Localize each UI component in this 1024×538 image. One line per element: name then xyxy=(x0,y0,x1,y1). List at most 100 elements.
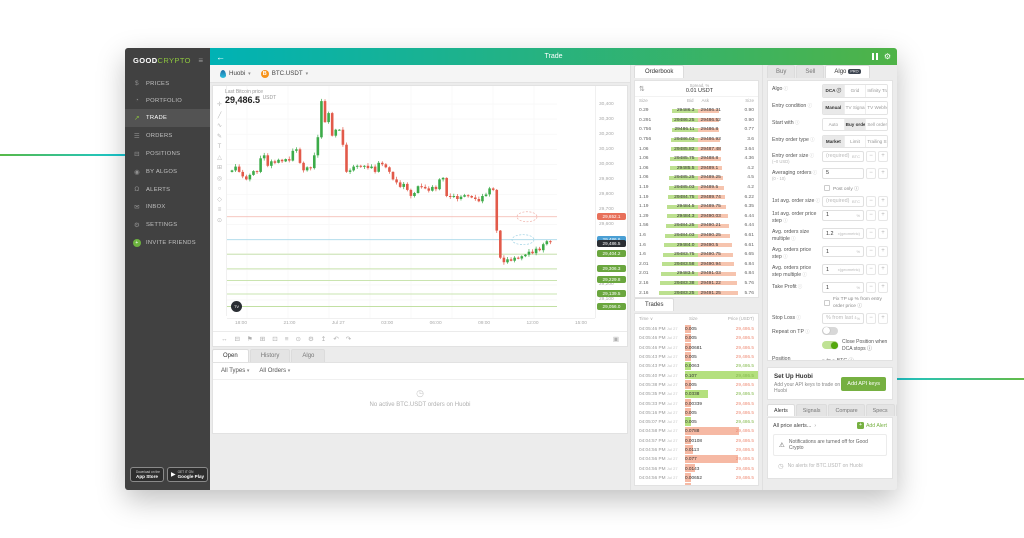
price-axis[interactable]: 30,400 30,300 30,200 30,100 30,000 29,900 29,8… xyxy=(595,86,627,318)
trade-row[interactable]: 04:05:46 PM Jul 27 0.005 29,486.5 xyxy=(639,324,754,333)
trade-row[interactable]: 04:04:55 PM Jul 270.0086129,486.5 xyxy=(635,482,758,485)
orderbook-row[interactable]: 1.06 29485.75 29488.8 4.36 xyxy=(639,156,754,162)
orderbook-row[interactable]: 1.6 29483.75 29490.75 6.65 xyxy=(639,252,754,258)
magnet-icon[interactable]: ⊙ xyxy=(216,217,223,224)
option-market[interactable]: Market xyxy=(823,135,845,147)
option-trailing-stop[interactable]: Trailing Stop xyxy=(866,135,887,147)
input-take-profit[interactable]: 1% xyxy=(822,282,864,294)
input-avg-orders-price-step-multiple[interactable]: 1 x(geometric) xyxy=(822,264,864,276)
trade-row[interactable]: 04:05:46 PM Jul 27 0.00681 29,486.5 xyxy=(639,343,754,352)
option-tv-webhook[interactable]: TV Webhook ⓘ xyxy=(866,102,887,115)
ellipse-icon[interactable]: ○ xyxy=(217,186,222,192)
orderbook-row[interactable]: 0.29 29486.3 29486.31 0.90 xyxy=(639,108,754,114)
tab-algo[interactable]: Algo PRO xyxy=(825,65,870,78)
indicators-icon[interactable]: ≡ xyxy=(284,335,289,343)
shapes-icon[interactable]: ⊞ xyxy=(216,165,223,171)
compare-icon[interactable]: ⊡ xyxy=(272,336,278,343)
draw-icon[interactable]: ✎ xyxy=(216,133,223,140)
orderbook-row[interactable]: 2.01 29483.58 29490.94 6.84 xyxy=(639,261,754,267)
decrement-button[interactable]: − xyxy=(866,282,876,294)
tab-alerts[interactable]: Alerts xyxy=(767,404,795,416)
decrement-button[interactable]: − xyxy=(866,150,876,162)
app-store-badge[interactable]: Download on the App Store xyxy=(130,466,164,482)
sidebar-item-trade[interactable]: ↗ TRADE xyxy=(125,109,210,127)
sidebar-item-prices[interactable]: $ PRICES xyxy=(125,75,210,92)
redo-icon[interactable]: ↷ xyxy=(345,336,352,343)
menu-icon[interactable]: ≡ xyxy=(198,55,203,65)
trade-row[interactable]: 04:04:58 PM Jul 27 0.0788 29,486.5 xyxy=(639,426,754,436)
trade-row[interactable]: 04:05:16 PM Jul 27 0.005 29,486.5 xyxy=(639,408,754,417)
option-manual[interactable]: Manual xyxy=(823,102,845,115)
toggle-repeat-on-tp[interactable] xyxy=(822,326,838,335)
increment-button[interactable]: + xyxy=(878,209,888,221)
pan-icon[interactable]: ↔ xyxy=(221,335,228,343)
input--st-avg-order-size[interactable]: (required) BTC xyxy=(822,195,864,207)
trade-row[interactable]: 04:04:57 PM Jul 27 0.00108 29,486.5 xyxy=(639,436,754,445)
trade-row[interactable]: 04:04:56 PM Jul 27 0.0113 29,486.5 xyxy=(639,445,754,454)
tab-history[interactable]: History xyxy=(249,349,291,362)
fullscreen-icon[interactable]: ▣ xyxy=(612,336,619,343)
tab-coin[interactable]: Coin xyxy=(895,404,897,416)
sidebar-item-orders[interactable]: ☰ ORDERS xyxy=(133,133,173,140)
increment-button[interactable]: + xyxy=(878,264,888,276)
trade-row[interactable]: 04:05:38 PM Jul 27 0.005 29,486.5 xyxy=(639,380,754,389)
decrement-button[interactable]: − xyxy=(866,195,876,207)
notifications-notice[interactable]: ⚠ Notifications are turned off for Good … xyxy=(773,434,887,456)
google-play-badge[interactable]: ▶ GET IT ON Google Play xyxy=(166,466,209,482)
option-dca[interactable]: DCA ⓘ xyxy=(823,85,845,97)
increment-button[interactable]: + xyxy=(878,282,888,294)
orderbook-row[interactable]: 1.6 29484.03 29490.25 6.61 xyxy=(639,233,754,239)
tab-orderbook[interactable]: Orderbook xyxy=(634,65,685,78)
tab-specs[interactable]: Specs xyxy=(865,404,895,416)
option-auto[interactable]: Auto xyxy=(823,119,845,131)
publish-icon[interactable]: ↥ xyxy=(320,336,327,343)
tab-sell[interactable]: Sell xyxy=(796,65,825,78)
orderbook-row[interactable]: 1.06 29485.82 29487.48 3.64 xyxy=(639,146,754,152)
time-axis[interactable]: 18:00 21:00 Jul 27 03:00 06:00 09:00 12:00 15:0… xyxy=(227,318,595,330)
orderbook-row[interactable]: 2.16 29483.38 29491.22 5.76 xyxy=(639,280,754,286)
all-price-alerts-link[interactable]: All price alerts... xyxy=(773,422,812,429)
candle-style-icon[interactable]: ⊟ xyxy=(234,336,240,343)
sidebar-item-portfolio[interactable]: ◔ PORTFOLIO xyxy=(134,97,183,104)
input-averaging-orders[interactable]: 5 xyxy=(822,167,864,179)
input-avg-orders-size-multiple[interactable]: 1.2 x(geometric) xyxy=(822,228,864,240)
orderbook-row[interactable]: 1.06 29485.25 29489.25 4.5 xyxy=(639,175,754,181)
orderbook-row[interactable]: 1.6 29484.0 29490.5 6.61 xyxy=(639,242,754,248)
candlestick-chart[interactable] xyxy=(227,86,557,318)
input-entry-order-size[interactable]: (required) BTC xyxy=(822,150,864,162)
trade-row[interactable]: 04:05:46 PM Jul 27 0.005 29,486.5 xyxy=(639,333,754,343)
orderbook-row[interactable]: 1.29 29484.3 29490.03 6.44 xyxy=(639,213,754,219)
trades-column-header[interactable]: Time ∨ xyxy=(639,316,654,321)
trade-row[interactable]: 04:04:56 PM Jul 27 0.00652 29,486.5 xyxy=(639,473,754,482)
snapshot-icon[interactable]: ⊙ xyxy=(295,336,301,343)
decrement-button[interactable]: − xyxy=(866,312,876,324)
add-api-keys-button[interactable]: Add API keys xyxy=(841,376,886,391)
trade-row[interactable]: 04:04:56 PM Jul 27 0.077 29,486.5 xyxy=(639,454,754,463)
tab-compare[interactable]: Compare xyxy=(828,404,865,416)
sidebar-item-invite-friends[interactable]: + INVITE FRIENDS xyxy=(125,234,210,252)
trendline-icon[interactable]: ╱ xyxy=(217,112,222,119)
orderbook-row[interactable]: 0.291 29486.25 29486.52 0.90 xyxy=(639,117,754,123)
pair-selector[interactable]: B BTC.USDT ▾ xyxy=(260,69,309,78)
decrement-button[interactable]: − xyxy=(866,167,876,179)
decrement-button[interactable]: − xyxy=(866,264,876,276)
trade-row[interactable]: 04:05:33 PM Jul 27 0.00339 29,486.5 xyxy=(639,398,754,408)
input-stop-loss[interactable]: % from last avg. order% xyxy=(822,312,864,324)
trade-row[interactable]: 04:05:35 PM Jul 27 0.0338 29,486.5 xyxy=(639,389,754,398)
orderbook-row[interactable]: 1.19 29485.03 29489.5 4.2 xyxy=(639,185,754,191)
tab-trades[interactable]: Trades xyxy=(634,298,675,311)
crosshair-icon[interactable]: ✛ xyxy=(216,102,223,108)
undo-icon[interactable]: ↶ xyxy=(333,336,339,343)
orderbook-row[interactable]: 0.756 29486.11 29486.8 0.77 xyxy=(639,127,754,133)
checkbox[interactable] xyxy=(824,299,830,306)
decrement-button[interactable]: − xyxy=(866,228,876,240)
orderbook-row[interactable]: 1.19 29484.5 29489.75 6.35 xyxy=(639,204,754,210)
sidebar-item-positions[interactable]: ⊟ POSITIONS xyxy=(134,151,181,158)
option-sell-order[interactable]: Sell order xyxy=(866,119,887,131)
orderbook-row[interactable]: 0.756 29486.03 29486.93 3.6 xyxy=(639,137,754,143)
exchange-selector[interactable]: Huobi ▾ xyxy=(220,69,251,78)
option-limit[interactable]: Limit xyxy=(844,135,867,147)
wave-icon[interactable]: ∿ xyxy=(216,123,223,129)
trade-row[interactable]: 04:05:07 PM Jul 27 0.005 29,486.5 xyxy=(639,417,754,426)
input-avg-orders-price-step[interactable]: 1% xyxy=(822,246,864,258)
